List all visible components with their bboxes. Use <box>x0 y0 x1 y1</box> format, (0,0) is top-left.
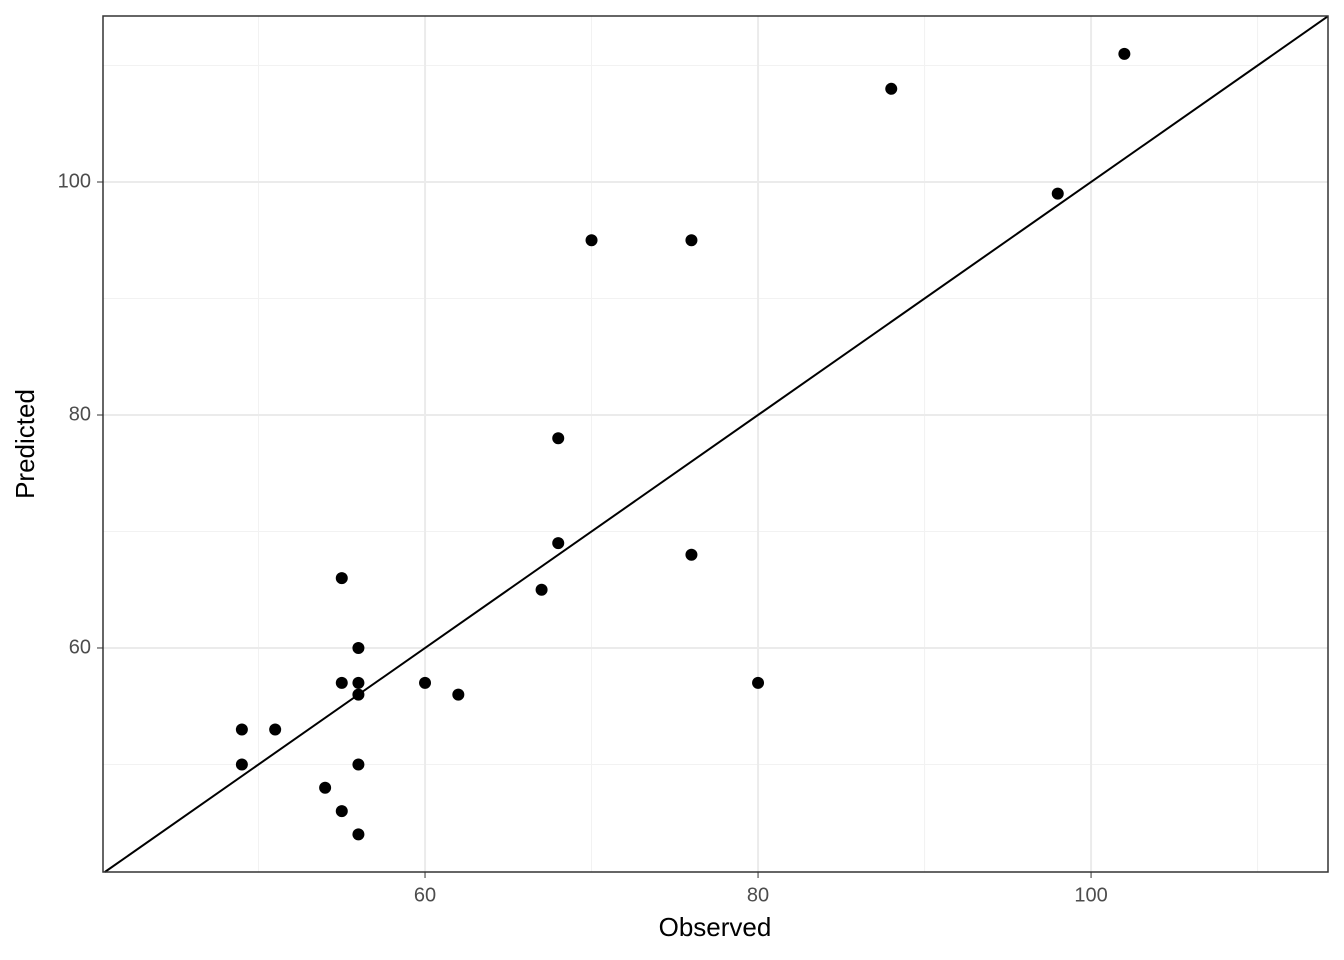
x-axis-title: Observed <box>659 912 772 942</box>
identity-line <box>104 15 1329 873</box>
point <box>335 805 348 818</box>
point <box>335 572 348 585</box>
point <box>885 82 898 95</box>
point <box>1051 187 1064 200</box>
point <box>352 828 365 841</box>
point <box>235 723 248 736</box>
y-tick-label: 60 <box>69 636 91 658</box>
point <box>452 688 465 701</box>
point <box>685 548 698 561</box>
y-tick-label: 80 <box>69 403 91 425</box>
point <box>535 583 548 596</box>
point <box>319 781 332 794</box>
point <box>235 758 248 771</box>
point <box>585 234 598 247</box>
point <box>352 676 365 689</box>
x-tick-label: 100 <box>1074 884 1107 906</box>
point <box>269 723 282 736</box>
panel-border <box>102 15 1329 873</box>
y-tick-label: 100 <box>58 170 91 192</box>
point <box>685 234 698 247</box>
y-axis-title: Predicted <box>10 389 40 499</box>
point <box>552 537 565 550</box>
x-tick-label: 60 <box>414 884 436 906</box>
point <box>352 641 365 654</box>
point <box>352 688 365 701</box>
point <box>335 676 348 689</box>
point <box>352 758 365 771</box>
point <box>1118 47 1131 60</box>
point <box>552 432 565 445</box>
x-tick-label: 80 <box>747 884 769 906</box>
point <box>752 676 765 689</box>
point <box>419 676 432 689</box>
